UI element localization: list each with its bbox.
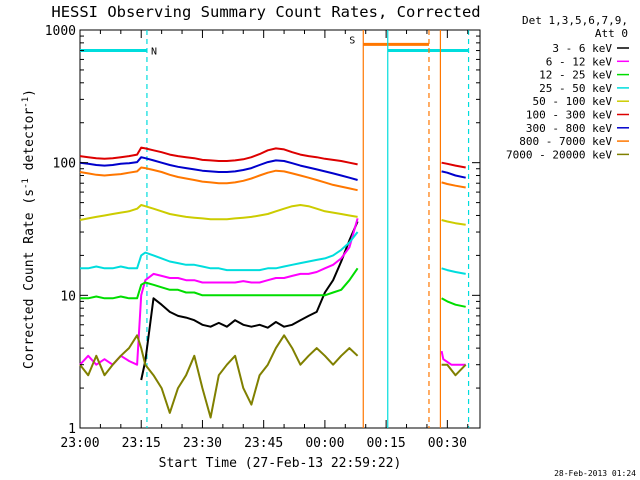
vertical-markers	[146, 30, 470, 428]
series-line-2-0	[80, 267, 359, 300]
legend-label-4: 50 - 100 keV	[533, 95, 613, 108]
chart-title: HESSI Observing Summary Count Rates, Cor…	[51, 3, 480, 21]
series-line-1-0	[79, 218, 359, 366]
series-line-6-0	[79, 156, 358, 181]
series-line-8-1	[441, 363, 467, 377]
plot-frame	[79, 29, 481, 429]
series-line-0-0	[140, 221, 359, 381]
y-axis-label-exp-2: -1	[21, 97, 31, 108]
y-axis-label: Corrected Count Rate (s-1 detector-1)	[21, 89, 37, 369]
y-tick-label-0: 1	[68, 422, 76, 437]
y-tick-label-1: 10	[60, 289, 76, 304]
x-tick-label-4: 00:00	[305, 436, 344, 451]
x-tick-label-5: 00:15	[367, 436, 406, 451]
legend-label-5: 100 - 300 keV	[526, 109, 612, 122]
legend-label-6: 300 - 800 keV	[526, 122, 612, 135]
y-axis-label-mid: detector	[22, 108, 37, 179]
legend-label-3: 25 - 50 keV	[539, 82, 612, 95]
legend-label-2: 12 - 25 keV	[539, 69, 612, 82]
series-line-5-1	[441, 161, 466, 169]
series-line-1-1	[440, 350, 466, 366]
y-axis-label-exp-1: -1	[21, 178, 31, 189]
legend-label-0: 3 - 6 keV	[552, 42, 612, 55]
series-line-7-0	[79, 166, 358, 192]
series-line-5-0	[79, 146, 358, 166]
series-line-2-1	[441, 297, 466, 308]
x-tick-label-0: 23:00	[60, 436, 99, 451]
flag-label-1: S	[349, 35, 355, 46]
series-lines	[79, 146, 467, 419]
x-axis-label: Start Time (27-Feb-13 22:59:22)	[159, 456, 402, 471]
x-tick-label-6: 00:30	[428, 436, 467, 451]
date-stamp: 28-Feb-2013 01:24	[554, 469, 636, 478]
y-tick-label-2: 100	[53, 157, 76, 172]
x-tick-label-2: 23:30	[183, 436, 222, 451]
series-line-4-0	[79, 204, 358, 221]
series-line-7-1	[441, 181, 466, 189]
y-axis-ticks: 1 10 100 1000	[45, 24, 480, 437]
legend-header-line-2: Att 0	[595, 27, 628, 40]
series-line-3-1	[441, 267, 466, 275]
y-tick-label-3: 1000	[45, 24, 76, 39]
series-line-3-0	[80, 231, 359, 272]
series-line-6-1	[441, 170, 466, 179]
x-axis-ticks: 23:00 23:15 23:30 23:45 00:00 00:15 00:30	[60, 30, 469, 451]
series-line-8-0	[79, 334, 359, 419]
legend-label-1: 6 - 12 keV	[546, 55, 613, 68]
x-tick-label-1: 23:15	[122, 436, 161, 451]
y-axis-label-prefix: Corrected Count Rate (s	[22, 189, 37, 369]
legend-label-8: 7000 - 20000 keV	[506, 148, 612, 161]
flag-label-0: N	[151, 47, 157, 58]
legend-header-line-1: Det 1,3,5,6,7,9,	[522, 14, 628, 27]
flag-bars: NS	[80, 35, 469, 58]
x-tick-label-3: 23:45	[244, 436, 283, 451]
legend-label-7: 800 - 7000 keV	[519, 135, 612, 148]
series-line-4-1	[441, 219, 466, 226]
y-axis-label-suffix: )	[22, 89, 37, 97]
